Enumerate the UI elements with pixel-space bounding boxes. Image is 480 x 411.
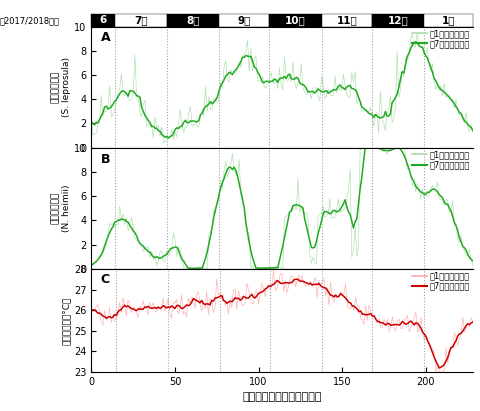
Text: 8月: 8月 <box>186 16 200 25</box>
Y-axis label: 葉の生産枚数
(N. heimii): 葉の生産枚数 (N. heimii) <box>51 185 72 232</box>
Legend: ：1日毎のデータ, ：7日間移動平均: ：1日毎のデータ, ：7日間移動平均 <box>412 271 470 291</box>
FancyBboxPatch shape <box>91 14 115 26</box>
Text: 12月: 12月 <box>388 16 408 25</box>
Text: B: B <box>101 152 110 166</box>
Text: C: C <box>101 273 110 286</box>
FancyBboxPatch shape <box>424 14 473 26</box>
Y-axis label: 葉の生産枚数
(S. leprosula): 葉の生産枚数 (S. leprosula) <box>51 57 72 117</box>
FancyBboxPatch shape <box>219 14 269 26</box>
X-axis label: 観測開始からの日数（日）: 観測開始からの日数（日） <box>242 393 322 402</box>
FancyBboxPatch shape <box>372 14 424 26</box>
Legend: ：1日毎のデータ, ：7日間移動平均: ：1日毎のデータ, ：7日間移動平均 <box>412 29 470 48</box>
Text: （2017/2018年）: （2017/2018年） <box>0 16 60 25</box>
Text: 7月: 7月 <box>134 16 148 25</box>
FancyBboxPatch shape <box>322 14 372 26</box>
Y-axis label: 日平均気温（°C）: 日平均気温（°C） <box>62 296 71 345</box>
FancyBboxPatch shape <box>167 14 219 26</box>
Text: 1月: 1月 <box>442 16 455 25</box>
FancyBboxPatch shape <box>115 14 167 26</box>
Text: A: A <box>101 31 110 44</box>
Text: 10月: 10月 <box>285 16 306 25</box>
Text: 11月: 11月 <box>336 16 357 25</box>
Text: 6: 6 <box>99 16 107 25</box>
FancyBboxPatch shape <box>269 14 322 26</box>
Text: 9月: 9月 <box>238 16 251 25</box>
Legend: ：1日毎のデータ, ：7日間移動平均: ：1日毎のデータ, ：7日間移動平均 <box>412 150 470 169</box>
